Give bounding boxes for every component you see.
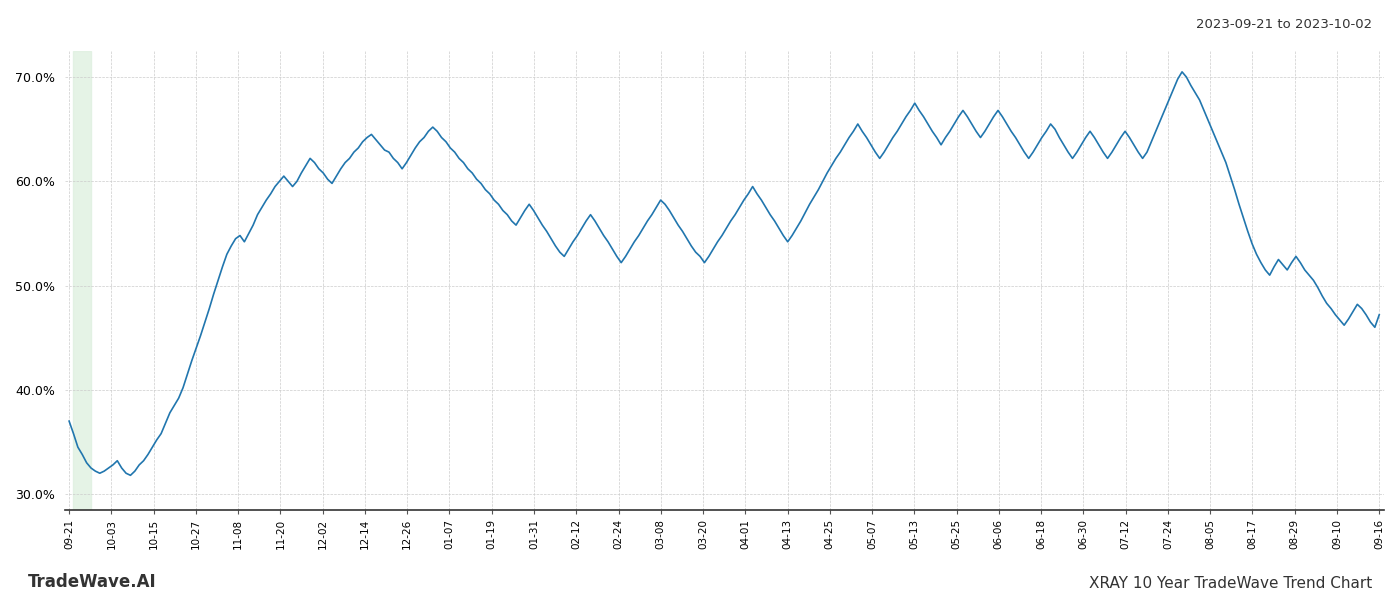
- Text: TradeWave.AI: TradeWave.AI: [28, 573, 157, 591]
- Text: XRAY 10 Year TradeWave Trend Chart: XRAY 10 Year TradeWave Trend Chart: [1089, 576, 1372, 591]
- Text: 2023-09-21 to 2023-10-02: 2023-09-21 to 2023-10-02: [1196, 18, 1372, 31]
- Bar: [73, 51, 91, 510]
